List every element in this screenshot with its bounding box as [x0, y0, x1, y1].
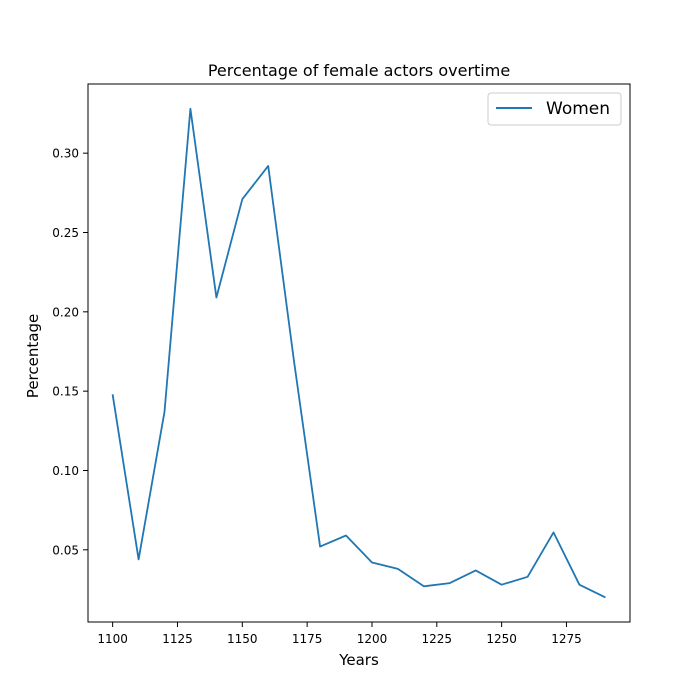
x-tick-label: 1150 — [227, 632, 258, 646]
series-line-women — [111, 107, 606, 599]
chart-title: Percentage of female actors overtime — [208, 61, 510, 80]
y-tick-label: 0.05 — [52, 543, 79, 557]
x-tick-label: 1200 — [357, 632, 388, 646]
plot-frame — [87, 83, 631, 623]
x-tick-label: 1225 — [422, 632, 453, 646]
x-tick-label: 1100 — [97, 632, 128, 646]
x-axis-label: Years — [338, 651, 379, 669]
y-axis: 0.05 0.10 0.15 0.20 0.25 0.30 — [52, 147, 88, 557]
y-axis-label: Percentage — [24, 314, 42, 398]
y-tick-label: 0.10 — [52, 464, 79, 478]
x-tick-label: 1250 — [486, 632, 517, 646]
y-tick-label: 0.25 — [52, 226, 79, 240]
x-tick-label: 1175 — [292, 632, 323, 646]
x-tick-label: 1275 — [551, 632, 582, 646]
y-tick-label: 0.15 — [52, 385, 79, 399]
y-tick-label: 0.30 — [52, 147, 79, 161]
legend: Women — [487, 92, 622, 126]
legend-label-women: Women — [546, 99, 610, 119]
legend-box — [487, 92, 622, 126]
x-axis: 1100 1125 1150 1175 1200 1225 1250 1275 — [97, 622, 582, 646]
series-layer — [111, 107, 606, 599]
y-tick-label: 0.20 — [52, 305, 79, 319]
x-tick-label: 1125 — [162, 632, 193, 646]
